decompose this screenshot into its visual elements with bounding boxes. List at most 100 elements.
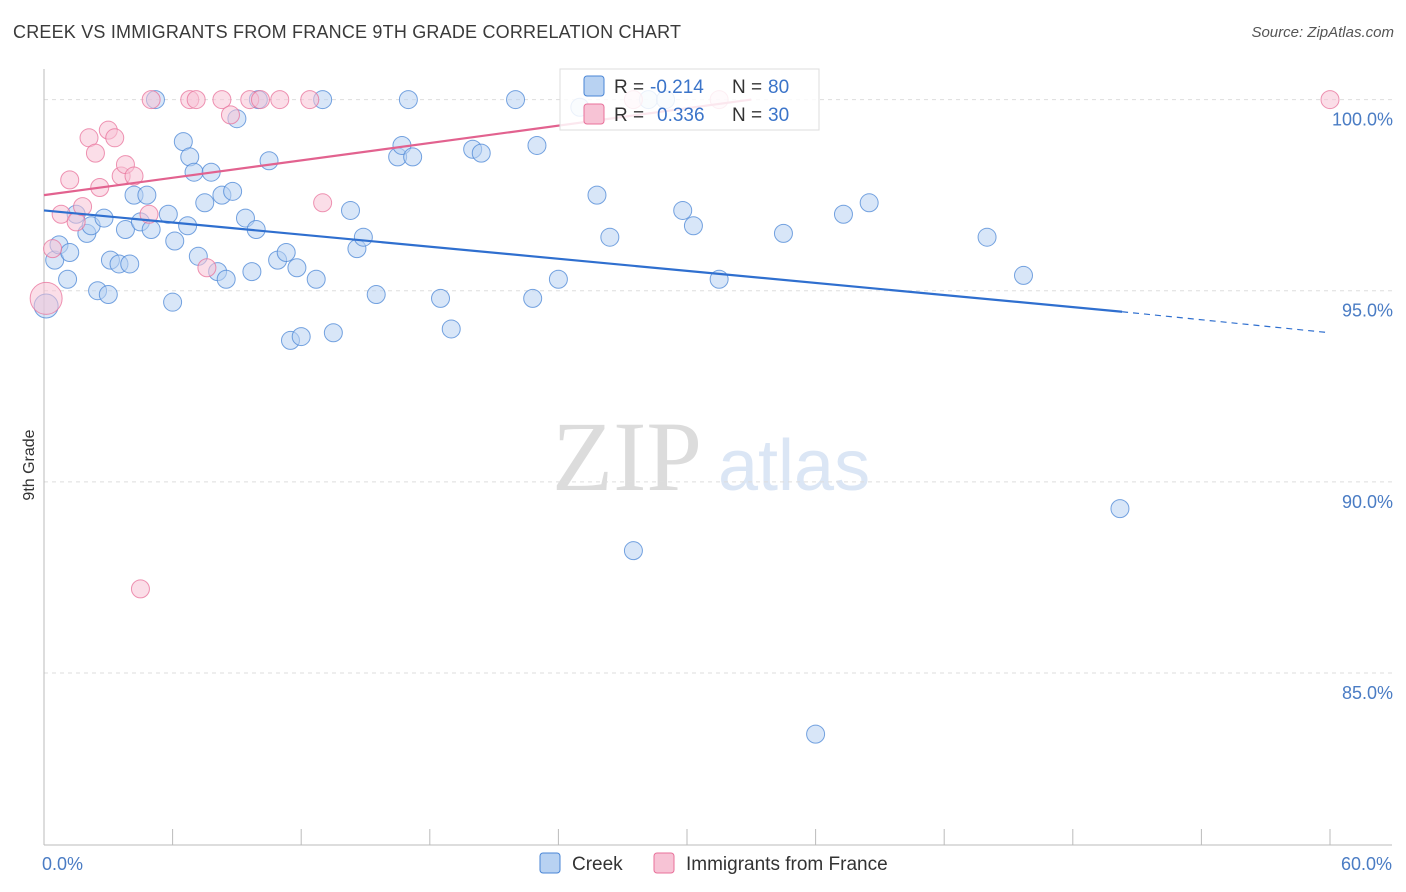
creek-point-54	[523, 288, 543, 308]
stats-legend-n-label-1: N =	[732, 105, 762, 126]
creek-point-77	[506, 90, 526, 110]
stats-legend-r-label-0: R =	[614, 77, 644, 98]
creek-point-74	[163, 292, 183, 312]
series-legend-swatch-0	[539, 852, 561, 874]
creek-point-23	[184, 162, 204, 182]
france-point-23	[250, 90, 270, 110]
france-point-20	[212, 90, 232, 110]
france-point-15	[139, 204, 159, 224]
france-point-19	[197, 258, 217, 278]
creek-point-11	[115, 220, 135, 240]
chart-title: CREEK VS IMMIGRANTS FROM FRANCE 9TH GRAD…	[13, 22, 682, 42]
creek-point-12	[120, 254, 140, 274]
creek-point-53	[471, 143, 491, 163]
series-legend: Creek Immigrants from France	[539, 852, 888, 875]
france-point-16	[141, 90, 161, 110]
y-axis-label: 9th Grade	[21, 429, 38, 500]
creek-point-41	[306, 269, 326, 289]
creek-point-78	[398, 90, 418, 110]
creek-point-51	[441, 319, 461, 339]
y-tick-label-1: 95.0%	[1342, 301, 1393, 321]
creek-point-69	[977, 227, 997, 247]
creek-point-66	[806, 724, 826, 744]
x-tick-label-1: 60.0%	[1341, 854, 1392, 874]
data-points	[29, 90, 1340, 744]
creek-point-46	[366, 285, 386, 305]
creek-point-73	[98, 285, 118, 305]
france-point-24	[270, 90, 290, 110]
stats-legend-swatch-1	[583, 103, 605, 125]
creek-point-29	[216, 269, 236, 289]
creek-point-25	[195, 193, 215, 213]
source-label: Source: ZipAtlas.com	[1251, 24, 1394, 41]
france-point-25	[300, 90, 320, 110]
creek-point-4	[58, 269, 78, 289]
creek-point-68	[859, 193, 879, 213]
grid	[44, 99, 1392, 674]
creek-point-19	[165, 231, 185, 251]
creek-trend-extension	[1122, 311, 1331, 334]
creek-point-18	[158, 204, 178, 224]
creek-point-3	[60, 242, 80, 262]
creek-point-63	[683, 216, 703, 236]
france-point-18	[186, 90, 206, 110]
creek-point-65	[773, 223, 793, 243]
stats-legend-r-value-1: 0.336	[657, 105, 705, 126]
creek-point-15	[137, 185, 157, 205]
y-tick-labels: 100.0% 95.0% 90.0% 85.0%	[1332, 110, 1393, 703]
france-point-5	[73, 197, 93, 217]
y-tick-label-0: 100.0%	[1332, 110, 1393, 130]
france-point-26	[313, 193, 333, 213]
creek-point-40	[291, 327, 311, 347]
creek-point-39	[287, 258, 307, 278]
creek-point-57	[587, 185, 607, 205]
series-legend-swatch-1	[653, 852, 675, 874]
france-point-0	[29, 281, 63, 315]
france-point-1	[43, 239, 63, 259]
y-tick-label-2: 90.0%	[1342, 492, 1393, 512]
creek-point-58	[600, 227, 620, 247]
creek-point-67	[833, 204, 853, 224]
creek-point-59	[623, 541, 643, 561]
france-point-14	[130, 579, 150, 599]
creek-point-30	[223, 181, 243, 201]
creek-trend-line	[43, 209, 1123, 313]
stats-legend-n-label-0: N =	[732, 77, 762, 98]
watermark-zip: ZIP	[552, 401, 702, 512]
creek-point-55	[527, 135, 547, 155]
y-tick-label-3: 85.0%	[1342, 683, 1393, 703]
watermark-atlas: atlas	[718, 426, 870, 506]
stats-legend-swatch-0	[583, 75, 605, 97]
creek-point-76	[323, 323, 343, 343]
stats-legend-n-value-1: 30	[768, 105, 789, 126]
x-tick-label-0: 0.0%	[42, 854, 83, 874]
stats-legend-r-value-0: -0.214	[650, 77, 704, 98]
stats-legend-n-value-0: 80	[768, 77, 789, 98]
axes	[43, 69, 1392, 846]
creek-point-45	[353, 227, 373, 247]
creek-point-49	[403, 147, 423, 167]
series-legend-label-1: Immigrants from France	[686, 854, 888, 875]
creek-point-71	[1110, 499, 1130, 519]
france-point-13	[124, 166, 144, 186]
creek-point-62	[673, 200, 693, 220]
france-point-10	[105, 128, 125, 148]
creek-point-43	[340, 200, 360, 220]
france-point-29	[1320, 90, 1340, 110]
creek-point-70	[1014, 265, 1034, 285]
france-point-2	[51, 204, 71, 224]
creek-point-21	[178, 216, 198, 236]
france-point-7	[85, 143, 105, 163]
creek-point-50	[431, 288, 451, 308]
creek-point-56	[548, 269, 568, 289]
creek-point-37	[276, 242, 296, 262]
stats-legend-r-label-1: R =	[614, 105, 644, 126]
creek-point-8	[94, 208, 114, 228]
series-legend-label-0: Creek	[572, 854, 623, 875]
france-point-3	[60, 170, 80, 190]
creek-point-33	[242, 262, 262, 282]
creek-point-35	[259, 151, 279, 171]
stats-legend: R = -0.214 N = 80 R = 0.336 N = 30	[559, 68, 820, 131]
watermark: ZIP atlas	[552, 401, 870, 512]
